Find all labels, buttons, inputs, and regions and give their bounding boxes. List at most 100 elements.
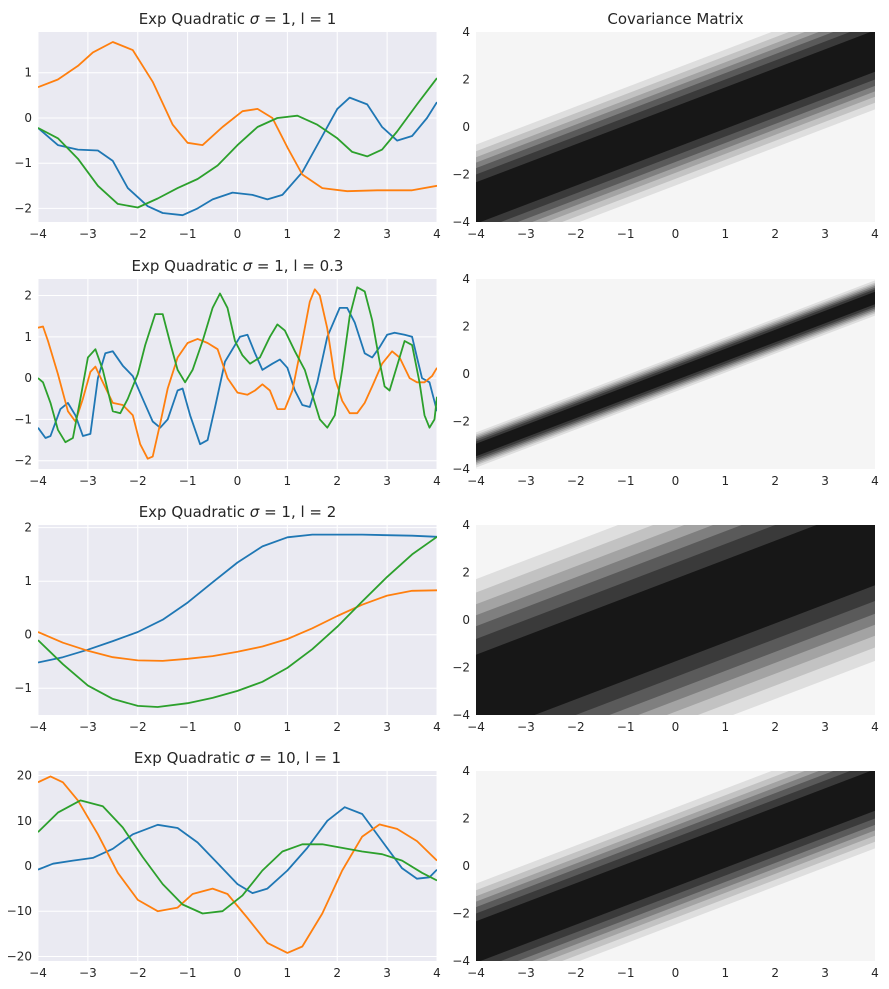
x-tick-label: 0 [672,966,680,980]
x-tick-label: 2 [333,227,341,241]
x-tick-label: 2 [771,720,779,734]
y-tick-label: 2 [24,521,32,535]
x-tick-label: 4 [871,720,879,734]
x-tick-label: 4 [433,720,441,734]
x-tick-label: −4 [467,227,485,241]
x-tick-label: −1 [179,227,197,241]
series-line-2 [38,775,437,954]
x-tick-label: −4 [467,474,485,488]
subplot-4: −4 −3 −2 −1 0 1 2 3 4 −4 −2 0 2 4 [452,272,879,488]
y-tick-label: 2 [462,73,470,87]
x-tick-label: −1 [617,966,635,980]
y-tick-label: 10 [17,814,32,828]
x-tick-label: 1 [722,720,730,734]
y-tick-label: 4 [462,272,470,286]
y-tick-label: 0 [24,628,32,642]
x-tick-label: −2 [567,474,585,488]
series-line-2 [38,288,437,460]
x-tick-label: −3 [79,966,97,980]
subplot-title: Exp Quadratic σ = 1, l = 0.3 [132,257,344,275]
x-tick-label: 2 [771,474,779,488]
x-tick-label: 1 [284,966,292,980]
y-tick-label: −4 [452,215,470,229]
subplot-5: −4 −3 −2 −1 0 1 2 3 4 −1 0 1 2 Exp Quadratic σ = 1, l… [14,503,441,734]
x-tick-label: −4 [29,720,47,734]
x-tick-label: −2 [129,720,147,734]
x-tick-label: 4 [871,474,879,488]
x-tick-label: −3 [517,474,535,488]
heatmap-bands [476,771,875,961]
series-line-3 [38,536,437,708]
subplot-2: −4 −3 −2 −1 0 1 2 3 4 −4 −2 0 2 4 Covariance Matrix [452,10,879,241]
y-tick-label: −2 [14,201,32,215]
x-tick-label: 2 [771,227,779,241]
y-tick-label: 0 [462,613,470,627]
x-tick-label: 3 [821,966,829,980]
x-tick-label: −2 [567,720,585,734]
x-tick-label: −3 [79,227,97,241]
y-tick-label: 20 [17,769,32,783]
subplot-3: −4 −3 −2 −1 0 1 2 3 4 −2 −1 0 1 2 Exp Quadratic σ = 1,… [14,257,441,488]
series-line-3 [38,77,437,209]
y-tick-label: 0 [462,859,470,873]
x-tick-label: −3 [517,720,535,734]
y-tick-label: −4 [452,954,470,968]
series-group [38,775,437,954]
series-group [38,286,437,460]
x-tick-label: −1 [179,720,197,734]
y-tick-label: 1 [24,66,32,80]
heatmap-bands [476,32,875,222]
y-tick-label: 2 [462,566,470,580]
x-tick-label: 2 [333,966,341,980]
x-tick-label: 3 [383,720,391,734]
series-line-1 [38,533,437,664]
heatmap-band-7 [476,771,875,961]
x-tick-label: −1 [617,720,635,734]
y-tick-label: 4 [462,764,470,778]
x-tick-label: −3 [79,474,97,488]
subplot-title: Exp Quadratic σ = 1, l = 2 [139,503,337,521]
series-line-1 [38,96,437,217]
x-tick-label: −2 [129,966,147,980]
x-tick-label: −2 [567,966,585,980]
x-tick-label: 0 [234,966,242,980]
x-tick-label: 3 [383,474,391,488]
x-tick-label: 3 [821,720,829,734]
x-tick-label: −2 [129,474,147,488]
x-tick-label: 4 [433,227,441,241]
y-tick-label: 2 [462,812,470,826]
y-tick-label: −4 [452,708,470,722]
series-group [38,41,437,217]
x-tick-label: 0 [672,720,680,734]
x-tick-label: 0 [234,227,242,241]
x-tick-label: −3 [517,966,535,980]
x-tick-label: −4 [467,720,485,734]
x-tick-label: 4 [433,966,441,980]
x-tick-label: 4 [871,227,879,241]
heatmap-band-7 [476,32,875,222]
y-tick-label: −1 [14,412,32,426]
y-tick-label: −1 [14,156,32,170]
y-tick-label: 4 [462,518,470,532]
x-tick-label: 0 [234,720,242,734]
x-tick-label: 3 [383,966,391,980]
y-tick-label: −20 [7,949,32,963]
x-tick-label: −1 [617,474,635,488]
x-tick-label: −3 [517,227,535,241]
x-tick-label: −1 [179,966,197,980]
x-tick-label: 3 [383,227,391,241]
x-tick-label: 0 [672,474,680,488]
x-tick-label: 1 [722,474,730,488]
heatmap-bands [476,280,875,468]
x-tick-label: −4 [467,966,485,980]
subplot-6: −4 −3 −2 −1 0 1 2 3 4 −4 −2 0 2 4 [452,518,879,734]
y-tick-label: 1 [24,330,32,344]
y-tick-label: 0 [462,367,470,381]
x-tick-label: −4 [29,474,47,488]
x-tick-label: 2 [333,720,341,734]
x-tick-label: 4 [433,474,441,488]
subplot-title: Exp Quadratic σ = 10, l = 1 [134,749,341,767]
x-tick-label: 3 [821,474,829,488]
series-line-2 [38,41,437,193]
